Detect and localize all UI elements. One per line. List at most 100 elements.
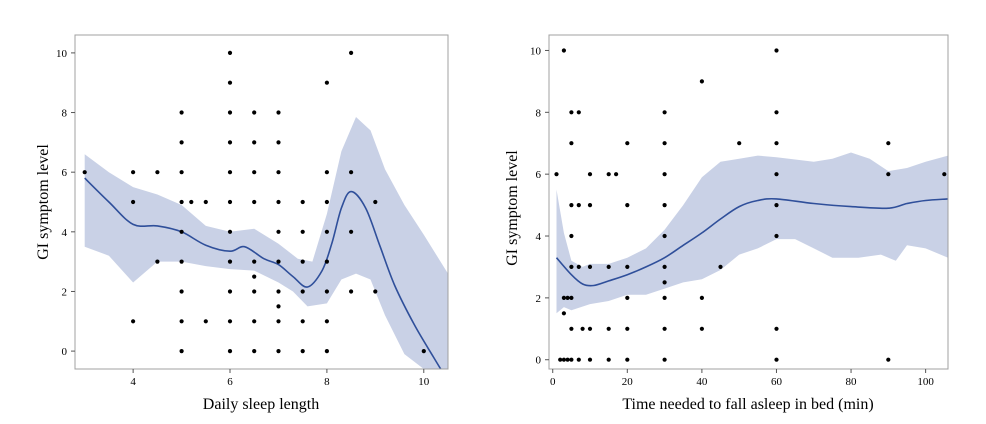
data-point (324, 349, 329, 354)
data-point (625, 357, 630, 362)
data-point (554, 172, 559, 177)
data-point (324, 289, 329, 294)
data-point (774, 48, 779, 53)
data-point (606, 172, 611, 177)
data-point (561, 48, 567, 53)
data-point (276, 289, 281, 294)
data-point (324, 170, 329, 175)
data-point (82, 170, 87, 175)
data-point (662, 172, 667, 177)
data-point (662, 141, 667, 146)
data-point (606, 357, 611, 362)
data-point (227, 319, 233, 324)
data-point (625, 295, 630, 300)
data-point (227, 349, 233, 354)
fit-curve (555, 197, 948, 287)
chart-sleep-length: 4 6 8 10 0 2 4 6 8 10 Daily sleep length GI sympt… (35, 34, 449, 413)
data-point (227, 229, 233, 234)
data-point (227, 140, 233, 145)
data-point (252, 259, 257, 264)
ticks-layer: 0 20 40 60 80 100 0 2 4 6 8 10 (530, 45, 934, 388)
data-point (179, 349, 184, 354)
data-point (276, 259, 281, 264)
y-axis-label: GI symptom level (35, 144, 52, 260)
data-point (179, 259, 184, 264)
x-tick-label: 20 (622, 376, 634, 388)
data-point (576, 203, 581, 208)
data-point (227, 199, 233, 205)
y-tick-label: 0 (62, 346, 68, 358)
band-layer (556, 152, 948, 314)
data-point (625, 326, 630, 331)
data-point (179, 199, 184, 205)
y-tick-label: 2 (536, 293, 542, 305)
data-point (569, 141, 574, 146)
data-point (606, 326, 611, 331)
chart-sleep-latency: 0 20 40 60 80 100 0 2 4 6 8 10 Time needed to fall … (504, 34, 949, 413)
data-point (886, 357, 891, 362)
data-point (580, 326, 585, 331)
data-point (252, 199, 257, 205)
x-tick-label: 60 (771, 376, 783, 388)
data-point (203, 319, 208, 324)
data-point (587, 357, 593, 362)
data-point (569, 295, 574, 300)
data-point (131, 319, 136, 324)
x-tick-label: 6 (227, 376, 233, 388)
x-tick-label: 4 (130, 376, 136, 388)
confidence-band (556, 152, 948, 314)
data-point (300, 319, 305, 324)
data-point (276, 199, 281, 205)
data-point (569, 264, 574, 269)
data-point (558, 357, 563, 362)
data-point (131, 170, 136, 175)
data-point (373, 289, 378, 294)
x-tick-label: 8 (324, 376, 330, 388)
data-point (252, 140, 257, 145)
y-tick-label: 6 (536, 169, 542, 181)
data-point (662, 203, 667, 208)
data-point (155, 259, 160, 264)
data-point (718, 264, 723, 269)
points-layer (82, 50, 426, 354)
y-tick-label: 6 (62, 167, 68, 179)
data-point (699, 326, 705, 331)
data-point (189, 199, 194, 205)
y-tick-label: 10 (56, 48, 68, 60)
x-tick-label: 10 (418, 376, 430, 388)
data-point (561, 311, 567, 316)
data-point (774, 141, 779, 146)
data-point (227, 80, 233, 85)
data-point (131, 199, 136, 205)
data-point (324, 229, 329, 234)
data-point (227, 170, 233, 175)
data-point (276, 110, 281, 115)
data-point (774, 326, 779, 331)
data-point (565, 295, 570, 300)
curve-layer (555, 197, 948, 287)
data-point (227, 289, 233, 294)
data-point (662, 110, 667, 115)
data-point (276, 349, 281, 354)
data-point (569, 357, 574, 362)
data-point (179, 289, 184, 294)
data-point (576, 357, 581, 362)
data-point (155, 170, 160, 175)
points-layer (554, 48, 947, 362)
data-point (421, 349, 426, 354)
fit-curve (84, 177, 442, 369)
data-point (774, 233, 779, 239)
data-point (561, 357, 567, 362)
data-point (942, 172, 947, 177)
data-point (606, 264, 611, 269)
data-point (737, 141, 742, 146)
data-point (324, 259, 329, 264)
data-point (203, 199, 208, 205)
data-point (662, 357, 667, 362)
data-point (227, 259, 233, 264)
data-point (252, 289, 257, 294)
confidence-band (84, 117, 448, 369)
data-point (662, 264, 667, 269)
data-point (569, 203, 574, 208)
